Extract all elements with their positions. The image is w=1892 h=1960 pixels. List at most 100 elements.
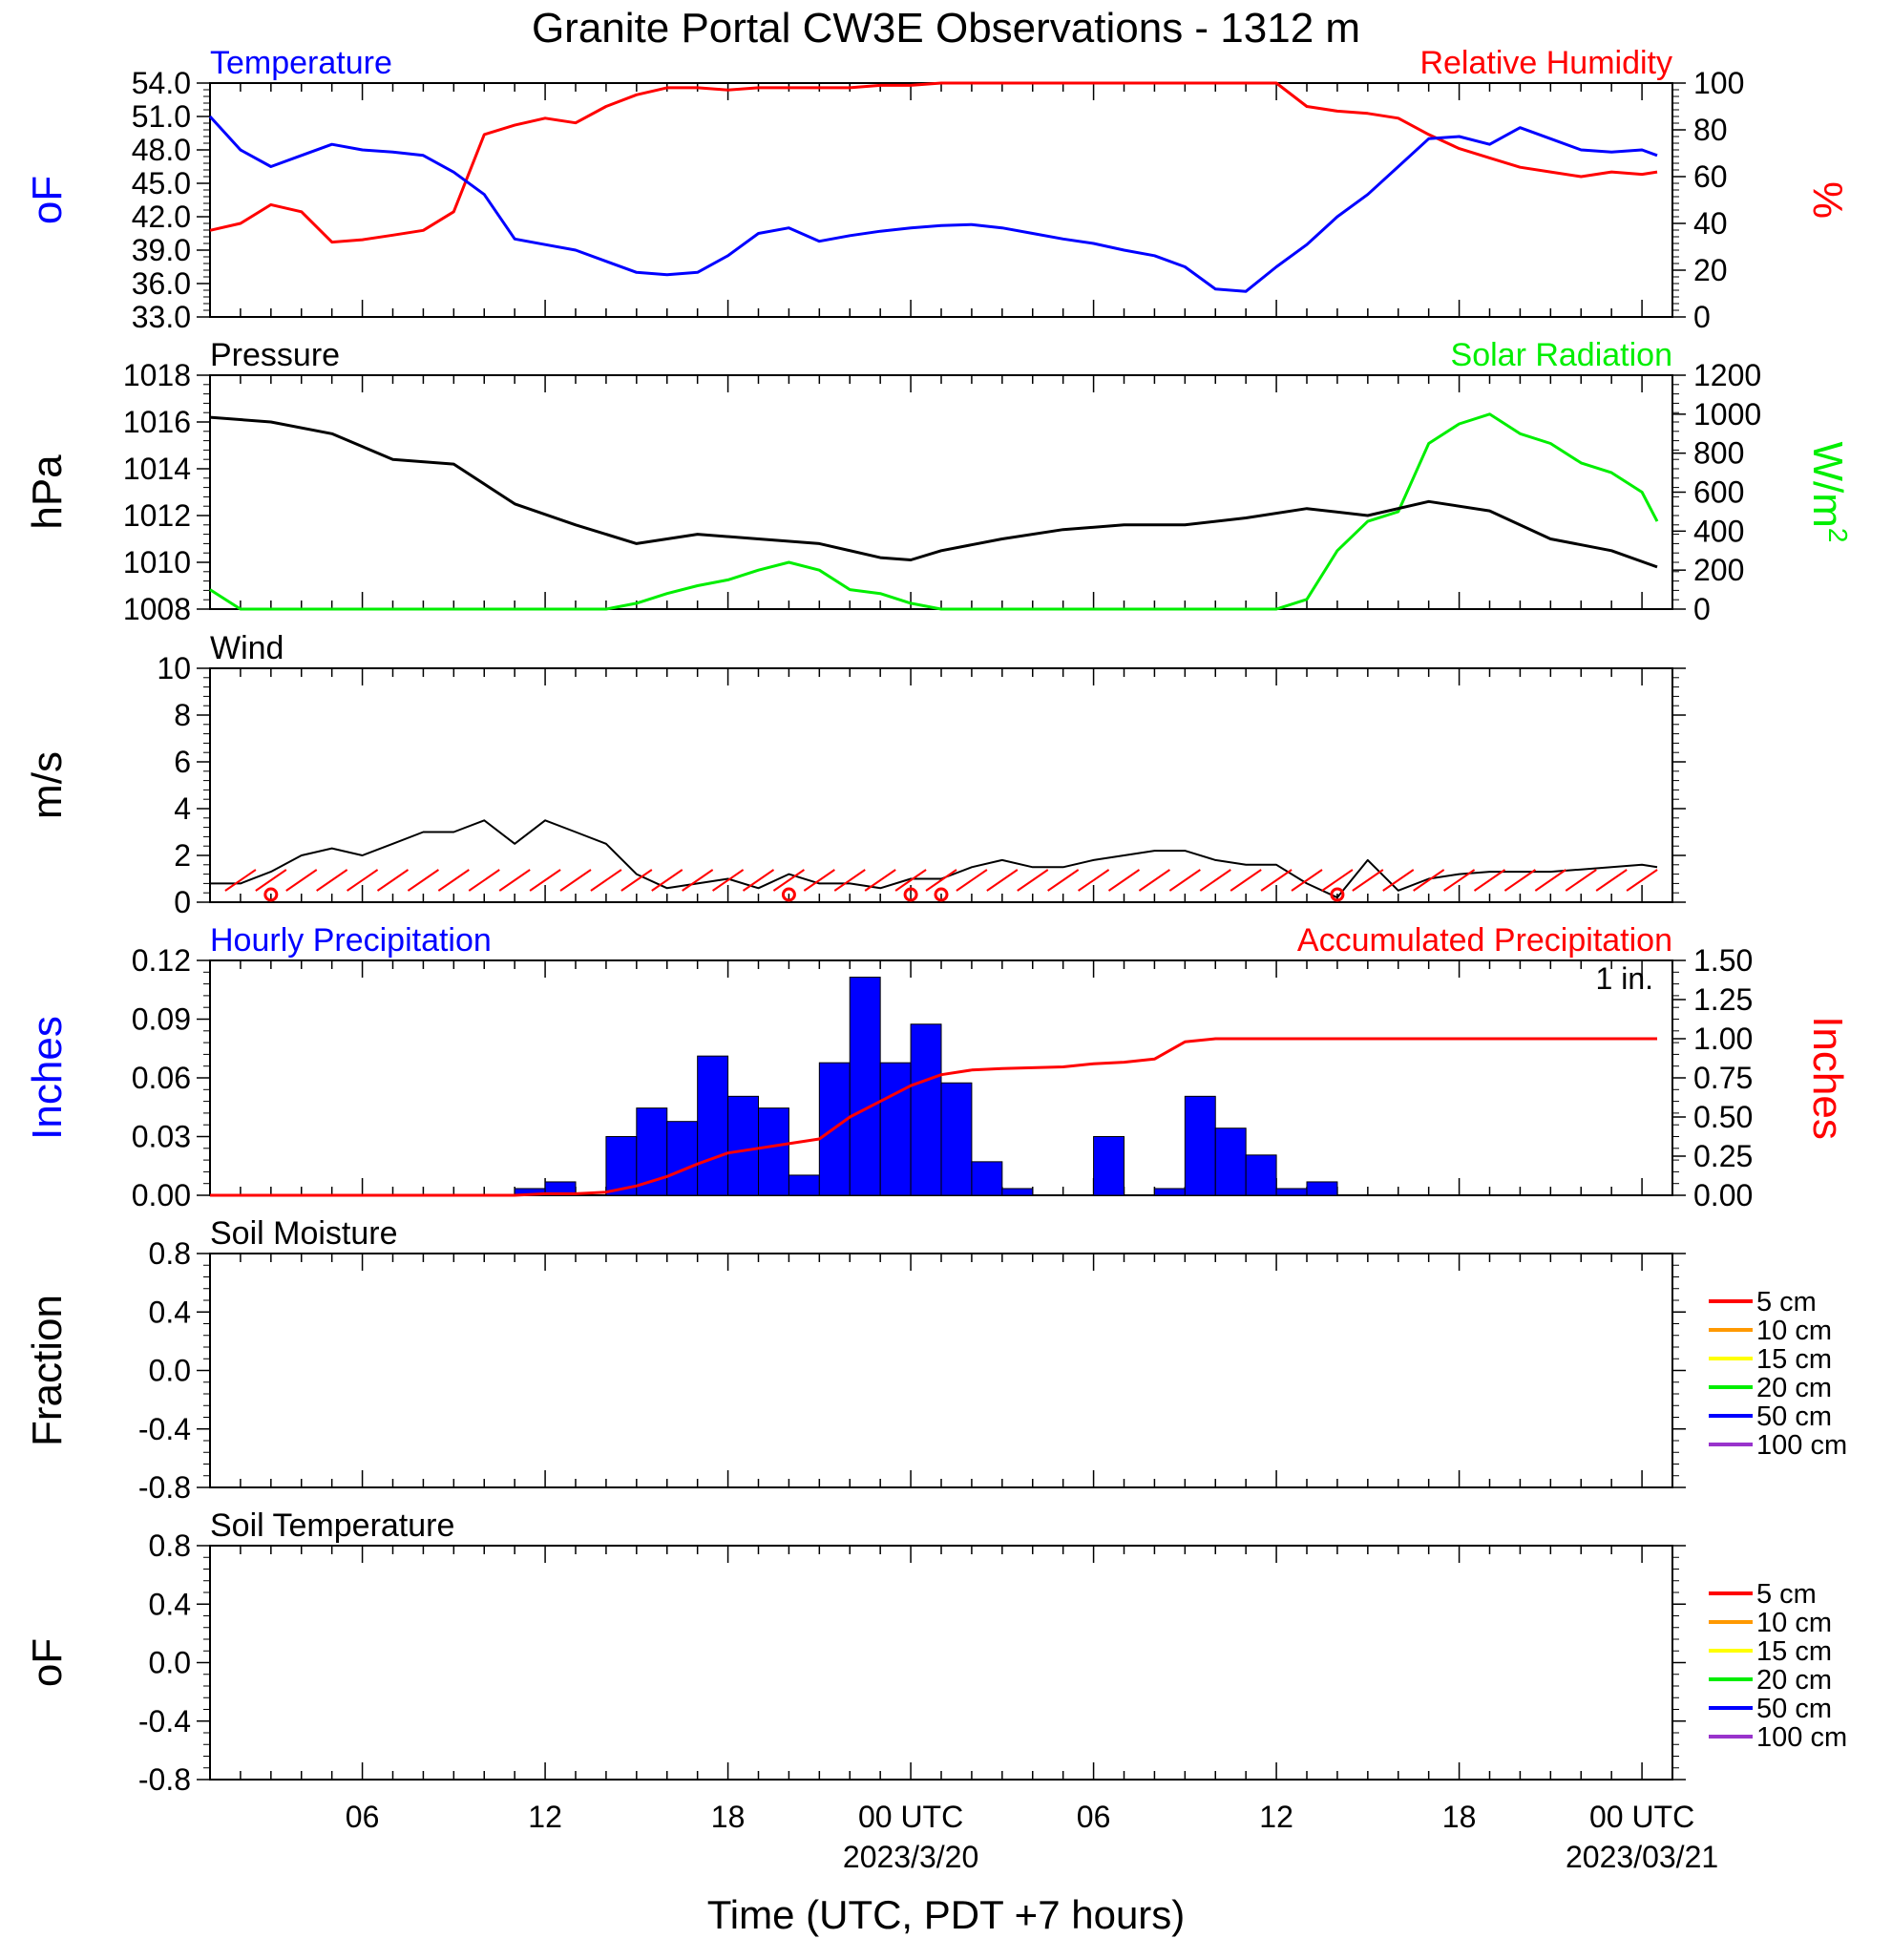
y-tick-label: 0	[174, 885, 191, 919]
right-y-tick-label: 200	[1693, 553, 1744, 587]
y-tick-label: 54.0	[132, 66, 191, 100]
y-tick-label: 1018	[123, 358, 191, 392]
wind-barb	[285, 869, 318, 892]
wind-barb	[1199, 869, 1231, 892]
wind-barb	[682, 869, 714, 892]
wind-barb	[316, 869, 348, 892]
right-y-tick-label: 0	[1693, 300, 1711, 334]
wind-barb	[1107, 869, 1141, 892]
wind-barb	[1291, 869, 1323, 892]
wind-barb	[925, 869, 957, 892]
wind-barb	[742, 869, 775, 892]
x-tick-label: 12	[528, 1800, 562, 1834]
precip-right-title: Accumulated Precipitation	[1297, 922, 1672, 959]
right-y-tick-label: 0.00	[1693, 1178, 1753, 1212]
wind-barb	[1138, 869, 1170, 892]
wind-barb	[651, 869, 683, 892]
chart-title: Granite Portal CW3E Observations - 1312 …	[532, 5, 1360, 52]
right-y-tick-label: 600	[1693, 475, 1744, 510]
wind-barb	[1260, 869, 1293, 892]
y-tick-label: 36.0	[132, 266, 191, 301]
total-precip-label: 1 in.	[1596, 961, 1653, 996]
x-tick-label: 06	[346, 1800, 380, 1834]
precip-bar	[1001, 1188, 1034, 1196]
legend-label: 20 cm	[1756, 1373, 1832, 1403]
right-axis-unit: %	[1804, 181, 1851, 219]
x-date-label: 2023/03/21	[1566, 1840, 1718, 1874]
wind-barb	[1168, 869, 1201, 892]
y-tick-label: 1016	[123, 405, 191, 439]
precip-bar	[544, 1181, 577, 1196]
wind-panel: 10 8 6 4 2 0 Wind m/s	[24, 630, 1686, 919]
wind-barb	[498, 869, 531, 892]
wind-barb	[894, 869, 927, 892]
pressure-panel: 1018 1016 1014 1012 1010 1008 1200 1000 800 600 40…	[24, 337, 1853, 626]
y-tick-label: 0.4	[149, 1587, 191, 1621]
legend-label: 5 cm	[1756, 1579, 1817, 1610]
y-tick-label: -0.4	[138, 1704, 191, 1739]
wind-barb	[1443, 869, 1476, 892]
right-y-tick-label: 1.25	[1693, 982, 1753, 1017]
x-date-label: 2023/3/20	[843, 1840, 978, 1874]
accumulated-precip-line	[210, 1037, 1657, 1197]
legend-label: 10 cm	[1756, 1608, 1832, 1638]
y-tick-label: 4	[174, 791, 191, 826]
y-tick-label: 0.00	[132, 1178, 191, 1212]
right-y-tick-label: 0.25	[1693, 1139, 1753, 1173]
y-tick-label: 10	[157, 651, 191, 685]
right-axis-unit: W/m2	[1804, 442, 1853, 543]
right-y-tick-label: 0.75	[1693, 1061, 1753, 1095]
legend-label: 15 cm	[1756, 1636, 1832, 1667]
y-tick-label: 39.0	[132, 233, 191, 267]
y-tick-label: 0.4	[149, 1295, 191, 1329]
wind-barb	[864, 869, 896, 892]
precip-bar	[1153, 1188, 1186, 1196]
precip-bar	[910, 1023, 942, 1196]
x-tick-label: 18	[1442, 1800, 1477, 1834]
right-y-tick-label: 0	[1693, 592, 1711, 626]
precip-bar	[971, 1161, 1003, 1196]
wind-barb	[1626, 869, 1658, 892]
right-y-tick-label: 1.00	[1693, 1022, 1753, 1056]
wind-barb	[407, 869, 439, 892]
right-y-tick-label: 100	[1693, 66, 1744, 100]
legend-label: 20 cm	[1756, 1665, 1832, 1696]
wind-barb	[986, 869, 1019, 892]
y-tick-label: 0.06	[132, 1061, 191, 1095]
wind-barb	[833, 869, 866, 892]
wind-barb	[1382, 869, 1415, 892]
precip-panel: 0.12 0.09 0.06 0.03 0.00 1.50 1.25 1.00 0.75 0.50…	[24, 922, 1851, 1212]
pressure-line	[209, 415, 1658, 569]
x-axis-label: Time (UTC, PDT +7 hours)	[707, 1892, 1186, 1937]
pressure-left-title: Pressure	[210, 337, 340, 373]
right-y-tick-label: 80	[1693, 113, 1728, 147]
unit-superscript: 2	[1823, 528, 1853, 543]
wind-barb	[956, 869, 988, 892]
y-tick-label: 1008	[123, 592, 191, 626]
right-y-tick-label: 800	[1693, 436, 1744, 471]
y-tick-label: 8	[174, 698, 191, 732]
legend-label: 50 cm	[1756, 1694, 1832, 1724]
y-tick-label: 0.0	[149, 1354, 191, 1388]
wind-barb	[224, 869, 257, 892]
x-tick-label: 00 UTC	[858, 1800, 963, 1834]
wind-barb	[1017, 869, 1049, 892]
calm-wind-marker	[934, 887, 949, 902]
y-tick-label: 6	[174, 745, 191, 779]
precip-bar	[727, 1095, 759, 1196]
wind-barb	[590, 869, 622, 892]
left-axis-unit: hPa	[24, 454, 71, 530]
precip-bar	[758, 1107, 789, 1196]
precip-left-title: Hourly Precipitation	[210, 922, 492, 959]
y-tick-label: 33.0	[132, 300, 191, 334]
wind-speed-line	[210, 819, 1658, 899]
wind-barb	[1352, 869, 1384, 892]
y-tick-label: 0.03	[132, 1120, 191, 1154]
x-tick-label: 00 UTC	[1589, 1800, 1694, 1834]
right-y-tick-label: 40	[1693, 206, 1728, 241]
precip-bar	[1214, 1128, 1247, 1196]
legend-label: 100 cm	[1756, 1430, 1847, 1461]
rh-line	[209, 81, 1658, 244]
